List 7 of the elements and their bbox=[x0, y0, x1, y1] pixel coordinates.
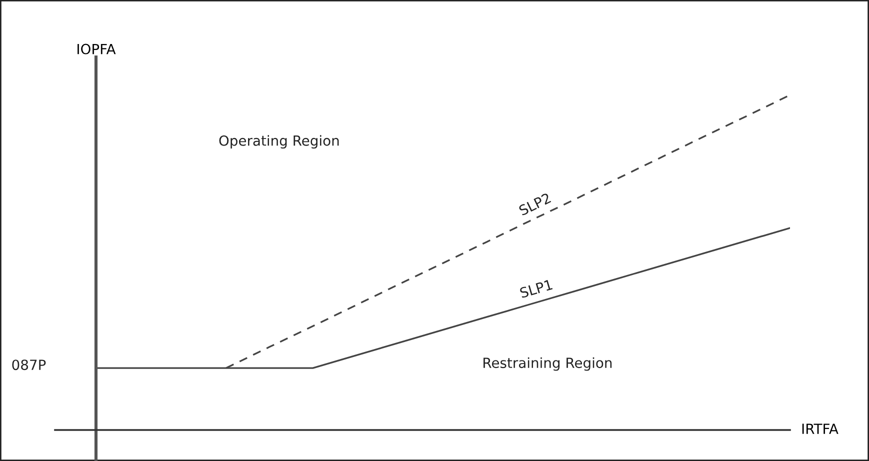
annotation: Restraining Region bbox=[484, 357, 612, 371]
annotation: Operating Region bbox=[219, 135, 339, 149]
text: SLP2 bbox=[518, 192, 552, 216]
x-axis-title: IRTFA bbox=[802, 424, 838, 434]
text: 087P bbox=[12, 360, 46, 370]
text: SLP1 bbox=[519, 279, 553, 298]
y-axis-title: IOPFA bbox=[78, 44, 116, 54]
